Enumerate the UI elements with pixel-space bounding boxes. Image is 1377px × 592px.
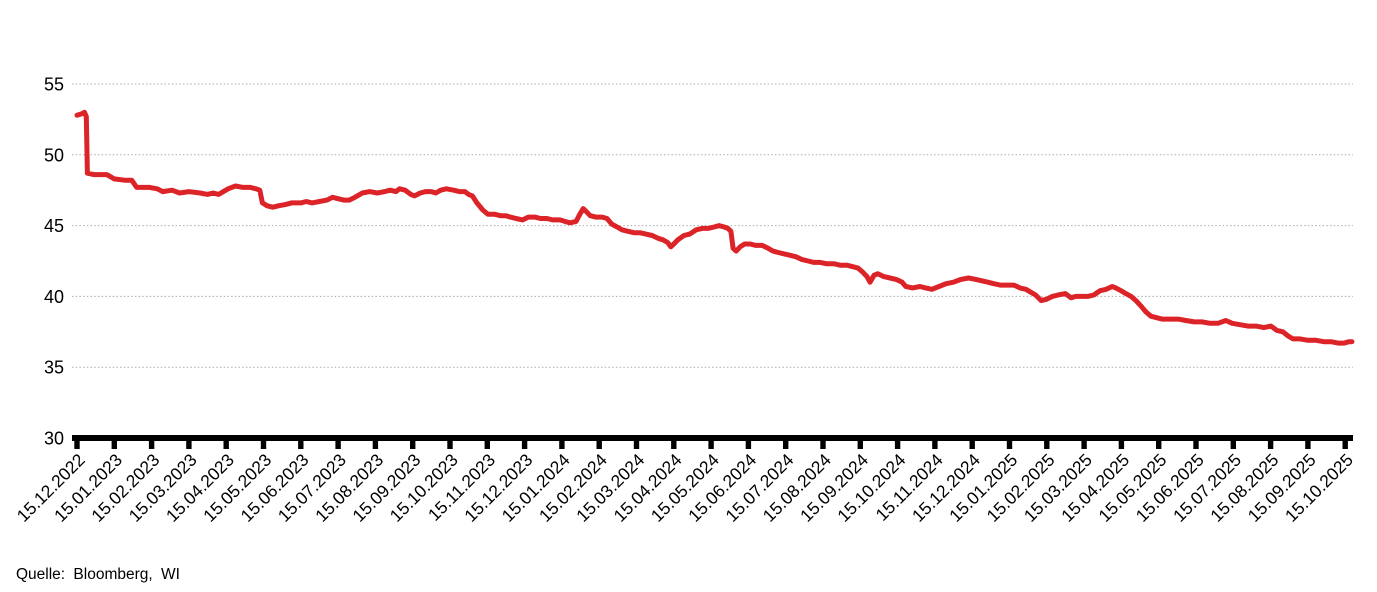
x-tick [298,441,304,449]
x-tick [708,441,714,449]
x-tick [1230,441,1236,449]
x-tick [559,441,565,449]
x-tick [484,441,490,449]
y-tick-label: 30 [44,429,64,449]
x-tick [1342,441,1348,449]
x-tick [148,441,155,449]
x-tick [1118,441,1125,449]
x-tick [372,441,379,449]
y-tick-label: 55 [44,75,64,95]
x-tick [1305,441,1311,449]
x-tick [596,441,602,449]
x-tick [186,441,192,449]
x-tick [260,441,267,449]
x-tick [969,441,975,449]
x-tick [74,441,80,449]
x-tick [335,441,341,449]
x-tick [223,441,229,449]
x-tick [671,441,677,449]
x-axis-line [72,435,1353,441]
price-series-line [74,109,1355,346]
x-tick [447,441,453,449]
y-tick-label: 45 [44,216,64,236]
x-tick [1193,441,1199,449]
x-tick [410,441,416,449]
x-tick [633,441,640,449]
x-tick [1006,441,1013,449]
x-tick [1081,441,1087,449]
x-tick [1156,441,1162,449]
y-tick-label: 40 [44,287,64,307]
x-tick [783,441,789,449]
x-tick [820,441,826,449]
x-tick [857,441,863,449]
y-tick-label: 50 [44,145,64,165]
x-tick [745,441,752,449]
x-tick [521,441,528,449]
x-tick [1044,441,1050,449]
x-tick [932,441,938,449]
x-tick [1267,441,1274,449]
y-tick-label: 35 [44,358,64,378]
x-tick [111,441,117,449]
x-tick [894,441,901,449]
source-note: Quelle: Bloomberg, WI [16,566,180,583]
